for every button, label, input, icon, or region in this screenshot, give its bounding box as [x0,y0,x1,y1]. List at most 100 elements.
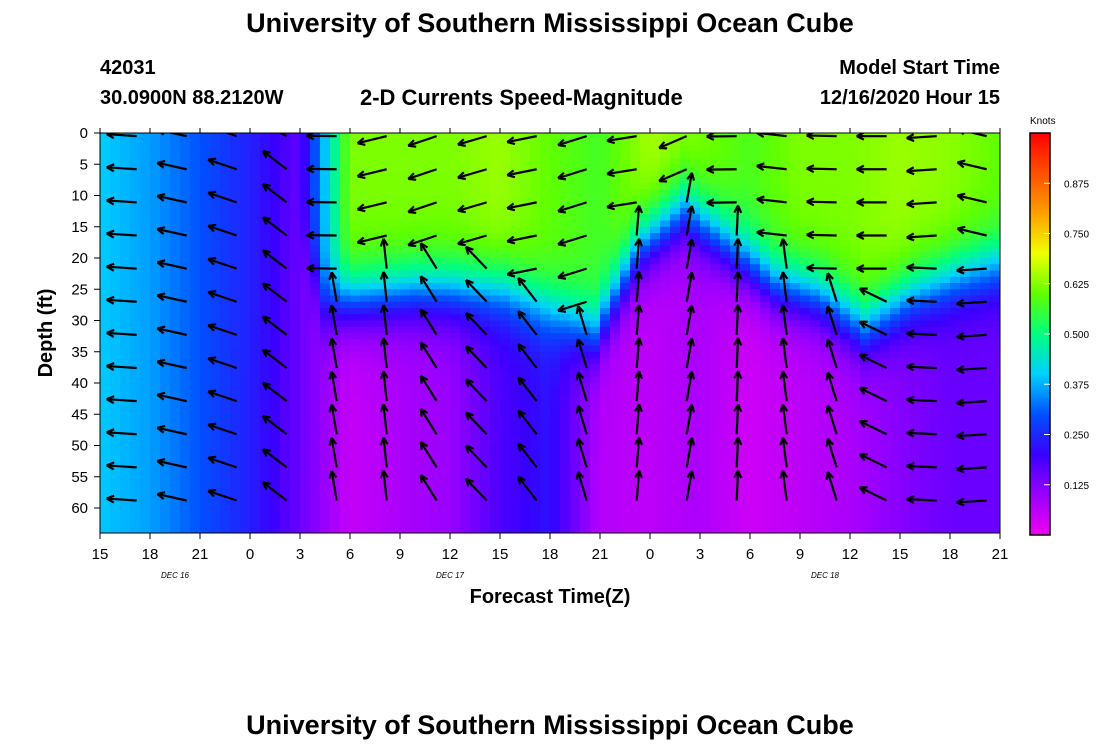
heatmap-cell [120,501,131,509]
heatmap-cell [230,151,241,159]
heatmap-cell [640,433,651,440]
heatmap-cell [810,476,821,484]
heatmap-cell [580,151,591,159]
heatmap-cell [700,251,711,259]
heatmap-cell [440,276,451,284]
heatmap-cell [410,283,421,290]
heatmap-cell [610,439,621,447]
heatmap-cell [780,145,791,153]
heatmap-cell [790,458,801,465]
heatmap-cell [400,364,411,372]
heatmap-cell [690,495,701,503]
heatmap-cell [350,183,361,190]
heatmap-cell [850,420,861,428]
heatmap-cell [450,401,461,409]
heatmap-cell [790,470,801,478]
heatmap-cell [410,264,421,272]
heatmap-cell [320,383,331,390]
heatmap-cell [360,414,371,422]
heatmap-cell [570,333,581,340]
heatmap-cell [710,295,721,303]
heatmap-cell [860,358,871,365]
heatmap-cell [390,195,401,203]
heatmap-cell [300,170,311,178]
heatmap-cell [290,301,301,309]
heatmap-cell [710,501,721,509]
heatmap-cell [790,164,801,172]
heatmap-cell [280,201,291,209]
heatmap-cell [300,470,311,478]
heatmap-cell [400,295,411,303]
heatmap-cell [720,295,731,303]
heatmap-cell [520,520,531,528]
heatmap-cell [860,333,871,340]
heatmap-cell [270,445,281,453]
heatmap-cell [100,183,111,190]
heatmap-cell [360,245,371,253]
heatmap-cell [770,426,781,434]
heatmap-cell [830,514,841,522]
heatmap-cell [520,195,531,203]
heatmap-cell [570,520,581,528]
heatmap-cell [560,351,571,359]
heatmap-cell [840,451,851,459]
heatmap-cell [710,264,721,272]
heatmap-cell [690,445,701,453]
heatmap-cell [200,370,211,378]
heatmap-cell [330,176,341,184]
heatmap-cell [220,520,231,528]
heatmap-cell [150,276,161,284]
heatmap-cell [840,295,851,303]
heatmap-cell [150,376,161,384]
heatmap-cell [100,508,111,515]
heatmap-cell [300,370,311,378]
heatmap-cell [130,389,141,397]
heatmap-cell [470,439,481,447]
heatmap-cell [620,183,631,190]
heatmap-cell [540,176,551,184]
heatmap-cell [720,170,731,178]
heatmap-cell [350,251,361,259]
heatmap-cell [150,308,161,315]
heatmap-cell [830,301,841,309]
heatmap-cell [220,164,231,172]
heatmap-cell [210,339,221,347]
heatmap-cell [840,420,851,428]
heatmap-cell [340,214,351,222]
heatmap-cell [470,176,481,184]
heatmap-cell [360,383,371,390]
heatmap-cell [190,320,201,328]
heatmap-cell [640,258,651,265]
heatmap-cell [540,495,551,503]
heatmap-cell [860,201,871,209]
heatmap-cell [600,370,611,378]
heatmap-cell [590,408,601,415]
heatmap-cell [760,320,771,328]
heatmap-cell [130,520,141,528]
heatmap-cell [110,314,121,322]
heatmap-cell [620,208,631,215]
heatmap-cell [100,258,111,265]
heatmap-cell [750,408,761,415]
heatmap-cell [700,345,711,353]
heatmap-cell [850,258,861,265]
heatmap-cell [600,301,611,309]
heatmap-cell [720,214,731,222]
heatmap-cell [810,176,821,184]
heatmap-cell [370,445,381,453]
heatmap-cell [530,251,541,259]
heatmap-cell [780,301,791,309]
heatmap-cell [520,139,531,147]
heatmap-cell [170,220,181,228]
heatmap-cell [750,214,761,222]
heatmap-cell [620,195,631,203]
heatmap-cell [650,483,661,490]
heatmap-cell [650,145,661,153]
heatmap-cell [250,333,261,340]
heatmap-cell [560,295,571,303]
heatmap-cell [310,326,321,334]
heatmap-cell [470,170,481,178]
heatmap-cell [290,201,301,209]
heatmap-cell [360,301,371,309]
heatmap-cell [530,401,541,409]
